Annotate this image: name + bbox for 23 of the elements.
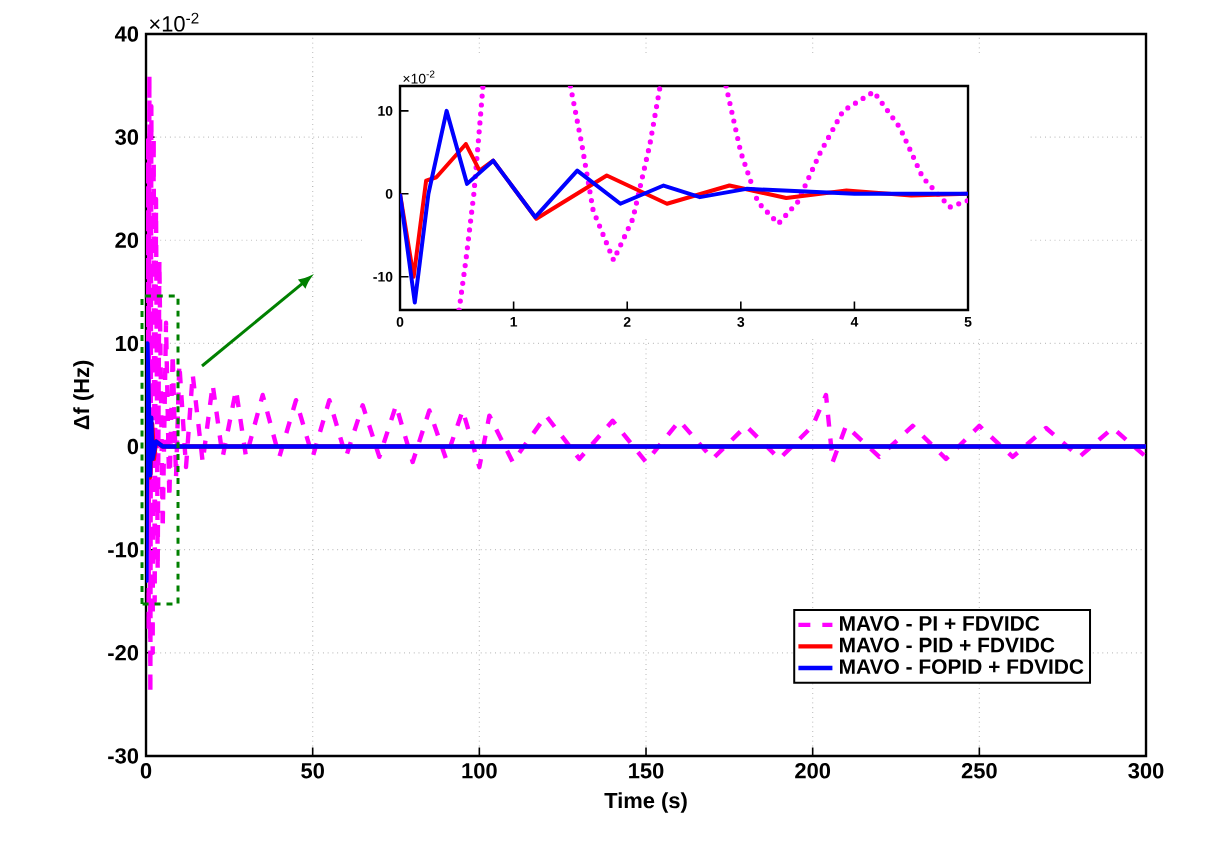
y-tick-label: 0: [127, 438, 139, 455]
line-series: [400, 108, 969, 305]
y-tick-label: -30: [108, 748, 139, 764]
y-tick-label: 30: [115, 129, 139, 145]
y-tick-label: 20: [115, 232, 139, 249]
y-tick-label: -10: [108, 541, 139, 558]
x-tick-label: 150: [629, 763, 664, 779]
x-tick-label: 100: [462, 763, 497, 779]
y-tick-label: -20: [108, 645, 139, 661]
legend-label: MAVO - PID + FDVIDC: [840, 637, 1055, 653]
x-tick-label: 0: [140, 763, 152, 779]
x-tick-label: 250: [961, 763, 997, 779]
x-tick-label: 200: [795, 763, 831, 779]
text: ×10$^{-2}$: [149, 12, 199, 32]
x-tick-label: 50: [301, 763, 324, 779]
y-axis-title: Δf (Hz): [73, 360, 94, 430]
legend-label: MAVO - FOPID + FDVIDC: [840, 659, 1084, 675]
y-tick-label: 40: [114, 26, 139, 42]
x-axis-title: Time (s): [604, 792, 687, 813]
x-tick-label: 300: [1128, 763, 1164, 779]
line-series: [146, 341, 1147, 583]
y-tick-label: 10: [115, 335, 139, 352]
legend-label: MAVO - PI + FDVIDC: [840, 616, 1040, 631]
